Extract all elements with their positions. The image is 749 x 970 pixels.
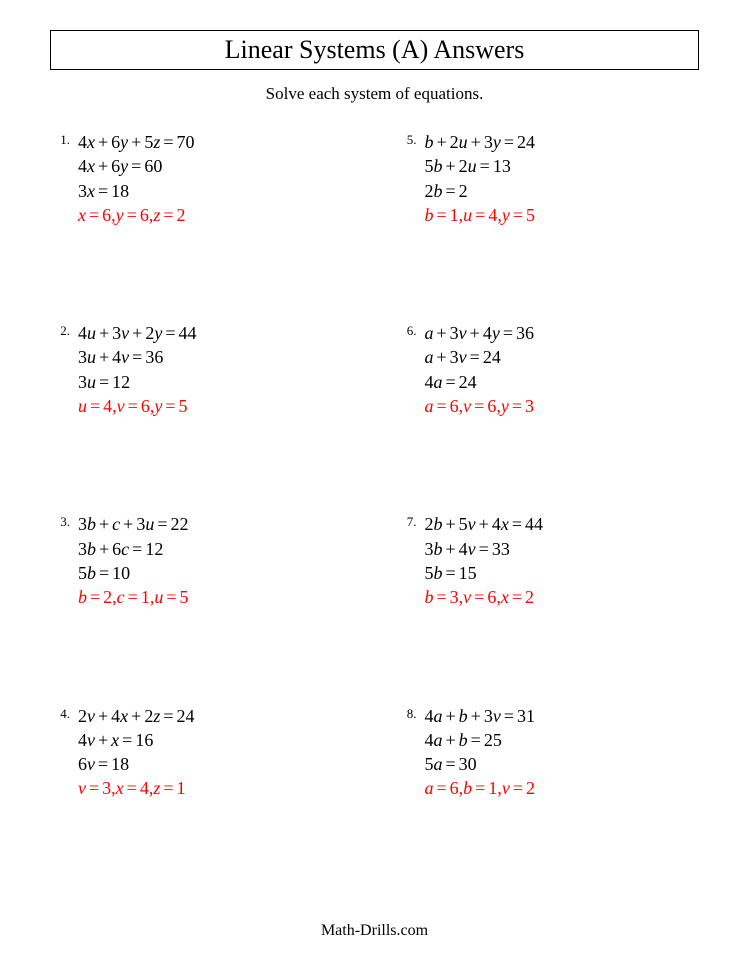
- problem-number: 1.: [58, 130, 78, 148]
- problem-number: 6.: [405, 321, 425, 339]
- equation-1: a+3v+4y=36: [425, 321, 534, 345]
- equation-3: 2b=2: [425, 179, 535, 203]
- answer: b=2,c=1,u=5: [78, 585, 188, 609]
- equation-3: 3x=18: [78, 179, 194, 203]
- problem-1: 1. 4x+6y+5z=70 4x+6y=60 3x=18 x=6,y=6,z=…: [58, 130, 345, 227]
- answer: u=4,v=6,y=5: [78, 394, 196, 418]
- answer: x=6,y=6,z=2: [78, 203, 194, 227]
- equation-1: 4u+3v+2y=44: [78, 321, 196, 345]
- title-box: Linear Systems (A) Answers: [50, 30, 699, 70]
- equations: 4u+3v+2y=44 3u+4v=36 3u=12 u=4,v=6,y=5: [78, 321, 196, 418]
- equation-2: 4v+x=16: [78, 728, 194, 752]
- problem-number: 2.: [58, 321, 78, 339]
- problem-6: 6. a+3v+4y=36 a+3v=24 4a=24 a=6,v=6,y=3: [405, 321, 692, 418]
- equation-2: 3b+6c=12: [78, 537, 188, 561]
- problem-5: 5. b+2u+3y=24 5b+2u=13 2b=2 b=1,u=4,y=5: [405, 130, 692, 227]
- equation-3: 5a=30: [425, 752, 535, 776]
- answer: a=6,v=6,y=3: [425, 394, 534, 418]
- equation-3: 5b=10: [78, 561, 188, 585]
- equation-1: 4a+b+3v=31: [425, 704, 535, 728]
- equation-3: 3u=12: [78, 370, 196, 394]
- equation-2: 3b+4v=33: [425, 537, 543, 561]
- footer: Math-Drills.com: [0, 922, 749, 940]
- problem-number: 5.: [405, 130, 425, 148]
- equations: a+3v+4y=36 a+3v=24 4a=24 a=6,v=6,y=3: [425, 321, 534, 418]
- problem-grid: 1. 4x+6y+5z=70 4x+6y=60 3x=18 x=6,y=6,z=…: [50, 130, 699, 801]
- subtitle: Solve each system of equations.: [50, 84, 699, 104]
- answer: a=6,b=1,v=2: [425, 776, 535, 800]
- problem-number: 8.: [405, 704, 425, 722]
- problem-number: 3.: [58, 512, 78, 530]
- equation-1: 2v+4x+2z=24: [78, 704, 194, 728]
- answer: v=3,x=4,z=1: [78, 776, 194, 800]
- problem-4: 4. 2v+4x+2z=24 4v+x=16 6v=18 v=3,x=4,z=1: [58, 704, 345, 801]
- page-title: Linear Systems (A) Answers: [51, 35, 698, 65]
- equation-2: 4a+b=25: [425, 728, 535, 752]
- equations: 2b+5v+4x=44 3b+4v=33 5b=15 b=3,v=6,x=2: [425, 512, 543, 609]
- equation-3: 6v=18: [78, 752, 194, 776]
- equation-2: 4x+6y=60: [78, 154, 194, 178]
- equations: b+2u+3y=24 5b+2u=13 2b=2 b=1,u=4,y=5: [425, 130, 535, 227]
- problem-3: 3. 3b+c+3u=22 3b+6c=12 5b=10 b=2,c=1,u=5: [58, 512, 345, 609]
- problem-8: 8. 4a+b+3v=31 4a+b=25 5a=30 a=6,b=1,v=2: [405, 704, 692, 801]
- equation-3: 5b=15: [425, 561, 543, 585]
- answer: b=3,v=6,x=2: [425, 585, 543, 609]
- problem-7: 7. 2b+5v+4x=44 3b+4v=33 5b=15 b=3,v=6,x=…: [405, 512, 692, 609]
- equation-1: 4x+6y+5z=70: [78, 130, 194, 154]
- equation-1: b+2u+3y=24: [425, 130, 535, 154]
- equation-2: 3u+4v=36: [78, 345, 196, 369]
- problem-2: 2. 4u+3v+2y=44 3u+4v=36 3u=12 u=4,v=6,y=…: [58, 321, 345, 418]
- equations: 4a+b+3v=31 4a+b=25 5a=30 a=6,b=1,v=2: [425, 704, 535, 801]
- problem-number: 7.: [405, 512, 425, 530]
- answer: b=1,u=4,y=5: [425, 203, 535, 227]
- equations: 3b+c+3u=22 3b+6c=12 5b=10 b=2,c=1,u=5: [78, 512, 188, 609]
- equation-1: 2b+5v+4x=44: [425, 512, 543, 536]
- equation-3: 4a=24: [425, 370, 534, 394]
- equation-2: a+3v=24: [425, 345, 534, 369]
- problem-number: 4.: [58, 704, 78, 722]
- equation-2: 5b+2u=13: [425, 154, 535, 178]
- equations: 4x+6y+5z=70 4x+6y=60 3x=18 x=6,y=6,z=2: [78, 130, 194, 227]
- equation-1: 3b+c+3u=22: [78, 512, 188, 536]
- equations: 2v+4x+2z=24 4v+x=16 6v=18 v=3,x=4,z=1: [78, 704, 194, 801]
